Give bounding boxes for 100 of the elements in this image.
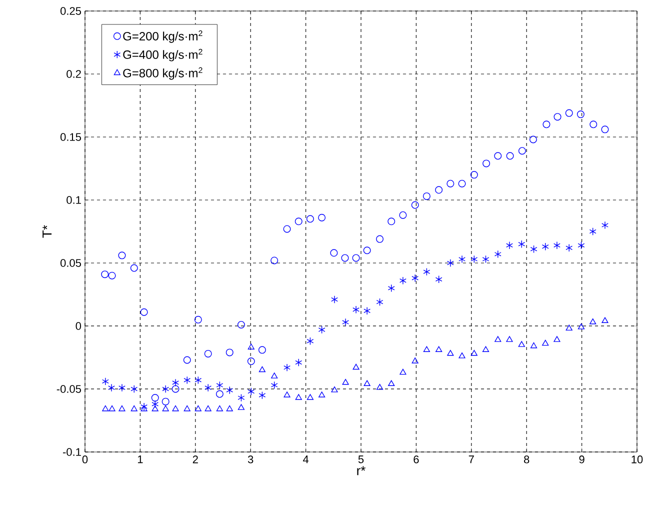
y-tick-label: 0.05 xyxy=(60,259,81,267)
point xyxy=(295,358,302,366)
point xyxy=(331,386,338,392)
point xyxy=(470,171,478,179)
point xyxy=(342,318,350,326)
point xyxy=(364,306,371,315)
x-tick-label: 8 xyxy=(524,456,530,464)
point xyxy=(363,246,371,254)
point xyxy=(399,276,406,285)
x-tick-label: 9 xyxy=(579,456,584,464)
point xyxy=(194,405,202,412)
point xyxy=(130,264,138,272)
point xyxy=(423,346,430,352)
point xyxy=(494,336,502,342)
point xyxy=(216,405,223,412)
point xyxy=(494,152,502,160)
legend-label: G=400 kg/s·m$^{2}$ xyxy=(123,48,202,62)
y-tick-label: 0 xyxy=(76,322,82,330)
point xyxy=(436,346,442,352)
point xyxy=(602,221,608,230)
point xyxy=(458,180,466,188)
point xyxy=(238,404,245,410)
point xyxy=(590,120,598,128)
point xyxy=(284,392,290,398)
point xyxy=(162,385,170,393)
point xyxy=(518,341,525,347)
point xyxy=(566,324,572,331)
point xyxy=(194,376,202,384)
point xyxy=(458,255,466,264)
point xyxy=(118,384,126,392)
x-axis-title: r* xyxy=(357,466,366,476)
y-tick-label: 0.1 xyxy=(66,196,81,204)
point xyxy=(376,235,384,243)
point xyxy=(352,254,360,262)
point xyxy=(352,364,360,370)
point xyxy=(542,242,549,251)
point xyxy=(376,298,384,306)
point xyxy=(602,317,608,323)
point xyxy=(470,255,478,264)
point xyxy=(162,405,169,412)
point xyxy=(284,364,291,372)
point xyxy=(364,380,370,386)
x-tick-label: 3 xyxy=(248,456,254,464)
point xyxy=(530,245,538,254)
point xyxy=(216,390,224,398)
point xyxy=(204,405,212,412)
point xyxy=(118,405,126,412)
point xyxy=(554,336,560,342)
x-tick-label: 7 xyxy=(468,456,474,464)
point xyxy=(458,352,466,358)
point xyxy=(226,386,234,394)
point xyxy=(565,109,573,117)
point xyxy=(151,394,159,402)
point xyxy=(589,228,596,236)
point xyxy=(566,244,573,252)
point xyxy=(423,268,430,276)
point xyxy=(248,344,254,350)
point xyxy=(258,366,266,372)
point xyxy=(542,120,550,128)
point xyxy=(447,350,454,356)
point xyxy=(388,380,395,386)
point xyxy=(162,398,170,406)
point xyxy=(226,348,234,356)
point xyxy=(422,192,430,200)
point xyxy=(576,110,584,118)
point xyxy=(140,308,148,316)
point xyxy=(108,384,115,392)
point xyxy=(270,256,278,264)
point xyxy=(152,400,159,408)
point xyxy=(388,284,395,292)
point xyxy=(506,336,513,342)
x-tick-label: 6 xyxy=(414,456,419,464)
point xyxy=(130,385,138,393)
point xyxy=(506,241,513,250)
point xyxy=(216,381,224,390)
point xyxy=(388,218,396,226)
point xyxy=(238,394,245,402)
point xyxy=(130,405,138,412)
point xyxy=(352,306,360,314)
point xyxy=(183,356,191,364)
point xyxy=(306,337,314,346)
point xyxy=(283,225,291,233)
point xyxy=(399,211,407,219)
point xyxy=(295,394,302,400)
point xyxy=(446,180,454,188)
point xyxy=(331,296,338,304)
point xyxy=(376,384,384,390)
y-tick-label: -0.05 xyxy=(56,385,81,393)
y-tick-label: 0.15 xyxy=(60,133,81,141)
legend-label: G=200 kg/s·m$^{2}$ xyxy=(123,30,202,43)
legend-label: G=800 kg/s·m$^{2}$ xyxy=(123,67,202,80)
point xyxy=(258,346,266,354)
point xyxy=(248,388,255,396)
point xyxy=(446,259,454,267)
point xyxy=(306,394,314,400)
x-tick-label: 0 xyxy=(82,456,88,464)
point xyxy=(506,152,514,160)
point xyxy=(412,274,419,282)
y-tick-label: 0.2 xyxy=(66,70,81,78)
point xyxy=(341,254,349,262)
